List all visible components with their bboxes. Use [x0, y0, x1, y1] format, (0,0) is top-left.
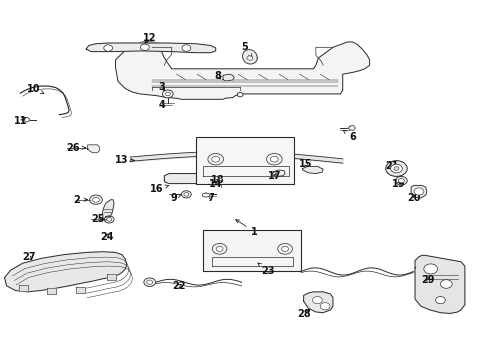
Polygon shape — [164, 174, 252, 184]
Text: 20: 20 — [407, 193, 420, 203]
Circle shape — [386, 161, 407, 176]
Text: 1: 1 — [236, 220, 258, 237]
Circle shape — [282, 246, 289, 251]
Text: 28: 28 — [297, 310, 311, 319]
Text: 10: 10 — [27, 84, 44, 94]
Text: 23: 23 — [258, 263, 275, 276]
Polygon shape — [19, 285, 28, 291]
Text: 26: 26 — [66, 143, 86, 153]
Polygon shape — [21, 118, 30, 122]
Text: 13: 13 — [115, 155, 134, 165]
Circle shape — [441, 280, 452, 288]
Circle shape — [436, 297, 445, 304]
Circle shape — [391, 164, 402, 173]
Circle shape — [141, 44, 149, 50]
Text: 16: 16 — [150, 184, 169, 194]
Text: 17: 17 — [268, 171, 281, 181]
Text: 24: 24 — [100, 232, 114, 242]
Polygon shape — [303, 166, 323, 174]
Circle shape — [107, 218, 112, 221]
Circle shape — [182, 45, 191, 51]
Text: 12: 12 — [143, 33, 156, 43]
Text: 21: 21 — [385, 161, 398, 171]
Text: 8: 8 — [215, 71, 221, 81]
Text: 9: 9 — [171, 193, 181, 203]
Circle shape — [267, 153, 282, 165]
Polygon shape — [202, 193, 210, 197]
Circle shape — [424, 264, 438, 274]
Circle shape — [147, 280, 153, 284]
Text: 15: 15 — [299, 159, 313, 169]
Polygon shape — [86, 43, 216, 53]
Polygon shape — [4, 252, 127, 292]
Polygon shape — [47, 288, 56, 294]
Polygon shape — [116, 42, 369, 99]
Circle shape — [181, 191, 191, 198]
Circle shape — [313, 297, 322, 304]
Circle shape — [320, 303, 330, 310]
Circle shape — [90, 195, 102, 204]
Polygon shape — [411, 185, 427, 198]
Circle shape — [93, 197, 99, 202]
Text: 2: 2 — [73, 195, 87, 205]
Circle shape — [270, 156, 278, 162]
Circle shape — [162, 90, 173, 98]
Text: 4: 4 — [159, 100, 165, 110]
Circle shape — [398, 179, 404, 183]
Circle shape — [216, 246, 223, 251]
Bar — [203, 230, 301, 271]
Polygon shape — [304, 292, 333, 313]
Text: 14: 14 — [209, 179, 222, 189]
Circle shape — [184, 193, 189, 196]
Circle shape — [212, 156, 220, 162]
Polygon shape — [243, 50, 257, 64]
Text: 22: 22 — [172, 281, 186, 291]
Polygon shape — [415, 255, 465, 314]
Text: 7: 7 — [207, 193, 214, 203]
Polygon shape — [272, 170, 285, 176]
Circle shape — [165, 92, 170, 96]
Circle shape — [395, 176, 407, 185]
Circle shape — [212, 243, 227, 254]
Circle shape — [208, 153, 223, 165]
Text: 19: 19 — [392, 179, 406, 189]
Polygon shape — [107, 274, 116, 280]
Text: 5: 5 — [242, 42, 252, 58]
Circle shape — [217, 176, 224, 182]
Text: 11: 11 — [14, 116, 27, 126]
Circle shape — [394, 167, 399, 170]
Circle shape — [414, 188, 424, 195]
Text: 25: 25 — [92, 215, 105, 224]
Circle shape — [278, 243, 293, 254]
Circle shape — [104, 45, 113, 51]
Circle shape — [104, 216, 114, 223]
Circle shape — [237, 93, 243, 97]
Polygon shape — [76, 287, 85, 293]
Circle shape — [247, 56, 253, 60]
Text: 3: 3 — [159, 82, 165, 92]
Text: 27: 27 — [22, 252, 36, 262]
Bar — [196, 137, 294, 184]
Circle shape — [219, 178, 222, 180]
Polygon shape — [102, 200, 114, 220]
Circle shape — [144, 278, 156, 287]
Text: 6: 6 — [343, 130, 356, 142]
Circle shape — [165, 93, 169, 96]
Polygon shape — [348, 126, 355, 131]
Polygon shape — [88, 145, 99, 153]
Text: 29: 29 — [421, 275, 435, 285]
Text: 18: 18 — [211, 175, 225, 185]
Polygon shape — [223, 74, 234, 81]
